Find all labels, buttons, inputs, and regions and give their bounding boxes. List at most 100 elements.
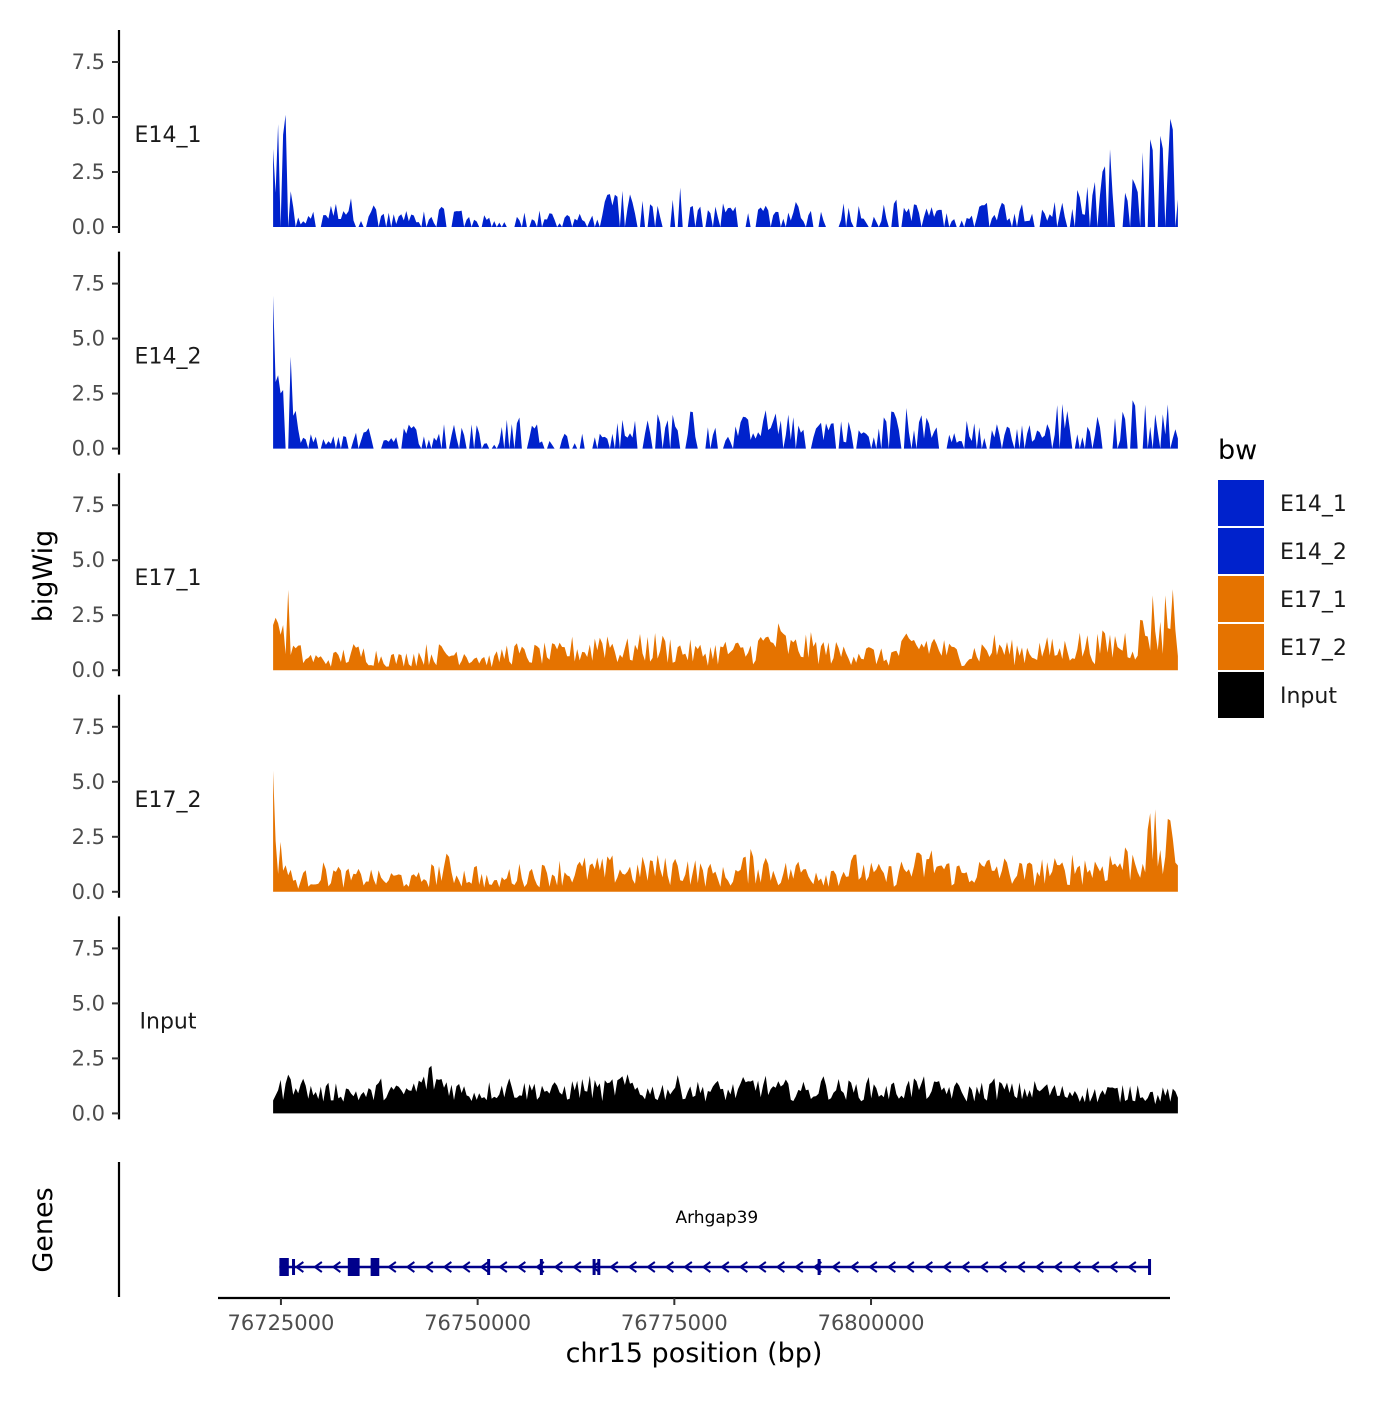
legend: bw E14_1 E14_2 E17_1 E17_2 Input bbox=[1218, 435, 1347, 718]
gene-model bbox=[279, 1258, 1152, 1276]
gene-exon-small bbox=[597, 1259, 601, 1275]
x-ticks: 76725000 76750000 76775000 76800000 bbox=[227, 1298, 924, 1335]
track-label: E17_2 bbox=[135, 788, 202, 813]
gene-exon bbox=[279, 1258, 289, 1276]
coverage-area-e14-2 bbox=[273, 295, 1178, 449]
strand-arrow bbox=[405, 1261, 415, 1273]
legend-label: E17_2 bbox=[1280, 636, 1347, 661]
y-tick-label: 0.0 bbox=[72, 658, 105, 682]
strand-arrow bbox=[849, 1261, 859, 1273]
strand-arrow bbox=[627, 1261, 637, 1273]
strand-arrow bbox=[1108, 1261, 1118, 1273]
y-tick-label: 2.5 bbox=[72, 382, 105, 406]
x-axis-title: chr15 position (bp) bbox=[566, 1338, 823, 1369]
strand-arrow bbox=[683, 1261, 693, 1273]
legend-item-e17-2: E17_2 bbox=[1218, 624, 1347, 670]
x-tick-label: 76775000 bbox=[621, 1311, 728, 1335]
strand-arrow bbox=[1090, 1261, 1100, 1273]
gene-exon-small bbox=[1148, 1259, 1152, 1275]
strand-arrow bbox=[294, 1261, 304, 1273]
strand-arrow bbox=[1016, 1261, 1026, 1273]
y-tick-label: 7.5 bbox=[72, 936, 105, 960]
legend-label: E14_2 bbox=[1280, 540, 1347, 565]
y-tick-label: 7.5 bbox=[72, 272, 105, 296]
genes-axis-title: Genes bbox=[28, 1187, 59, 1272]
strand-arrow bbox=[831, 1261, 841, 1273]
strand-arrow bbox=[553, 1261, 563, 1273]
track-label: E14_2 bbox=[135, 345, 202, 370]
strand-arrow bbox=[331, 1261, 341, 1273]
legend-item-input: Input bbox=[1218, 672, 1337, 718]
y-tick-label: 0.0 bbox=[72, 437, 105, 461]
y-axis-title: bigWig bbox=[28, 530, 59, 623]
strand-arrow bbox=[701, 1261, 711, 1273]
strand-arrow bbox=[757, 1261, 767, 1273]
legend-swatch bbox=[1218, 576, 1264, 622]
y-tick-label: 5.0 bbox=[72, 770, 105, 794]
strand-arrow bbox=[886, 1261, 896, 1273]
strand-arrow bbox=[960, 1261, 970, 1273]
legend-item-e14-2: E14_2 bbox=[1218, 528, 1347, 574]
strand-arrow bbox=[923, 1261, 933, 1273]
y-tick-label: 5.0 bbox=[72, 548, 105, 572]
track-e17-1: 0.0 2.5 5.0 7.5 E17_1 bbox=[72, 473, 1178, 682]
y-tick-label: 2.5 bbox=[72, 1046, 105, 1070]
gene-exon-small bbox=[539, 1259, 543, 1275]
track-e14-2: 0.0 2.5 5.0 7.5 E14_2 bbox=[72, 251, 1178, 461]
coverage-area-input bbox=[273, 1065, 1178, 1114]
coverage-area-e17-2 bbox=[273, 770, 1178, 892]
strand-arrow bbox=[664, 1261, 674, 1273]
strand-arrow bbox=[1053, 1261, 1063, 1273]
coverage-area-e14-1 bbox=[273, 114, 1178, 227]
strand-arrow bbox=[442, 1261, 452, 1273]
strand-arrow bbox=[498, 1261, 508, 1273]
strand-arrow bbox=[979, 1261, 989, 1273]
y-tick-label: 2.5 bbox=[72, 825, 105, 849]
coverage-tracks: 0.0 2.5 5.0 7.5 E14_1 0.0 2.5 5.0 7.5 E14_2 0.0 2.5… bbox=[72, 30, 1178, 1125]
gene-name-label: Arhgap39 bbox=[675, 1208, 758, 1228]
gene-exon-small bbox=[592, 1259, 596, 1275]
y-tick-label: 5.0 bbox=[72, 105, 105, 129]
x-tick-label: 76725000 bbox=[227, 1311, 334, 1335]
track-label: E14_1 bbox=[135, 123, 202, 148]
gene-exon bbox=[370, 1258, 380, 1276]
legend-label: E17_1 bbox=[1280, 588, 1347, 613]
strand-arrow bbox=[479, 1261, 489, 1273]
strand-arrow bbox=[942, 1261, 952, 1273]
y-tick-label: 7.5 bbox=[72, 50, 105, 74]
y-tick-label: 0.0 bbox=[72, 880, 105, 904]
gene-exon-small bbox=[292, 1259, 296, 1275]
coverage-area-e17-1 bbox=[273, 589, 1178, 671]
x-tick-label: 76800000 bbox=[818, 1311, 925, 1335]
gene-exon-small bbox=[817, 1259, 821, 1275]
y-tick-label: 5.0 bbox=[72, 327, 105, 351]
strand-arrow bbox=[516, 1261, 526, 1273]
legend-swatch bbox=[1218, 624, 1264, 670]
strand-arrow bbox=[775, 1261, 785, 1273]
y-tick-label: 7.5 bbox=[72, 715, 105, 739]
track-label: E17_1 bbox=[135, 566, 202, 591]
y-tick-label: 0.0 bbox=[72, 215, 105, 239]
y-tick-label: 7.5 bbox=[72, 493, 105, 517]
strand-arrow bbox=[1034, 1261, 1044, 1273]
strand-arrow bbox=[868, 1261, 878, 1273]
strand-arrow bbox=[794, 1261, 804, 1273]
strand-arrow bbox=[313, 1261, 323, 1273]
genes-panel: Genes Arhgap39 bbox=[28, 1162, 1152, 1297]
y-tick-label: 2.5 bbox=[72, 603, 105, 627]
y-tick-label: 0.0 bbox=[72, 1101, 105, 1125]
strand-arrow bbox=[1127, 1261, 1137, 1273]
y-tick-label: 2.5 bbox=[72, 160, 105, 184]
gene-exon-small bbox=[487, 1259, 491, 1275]
strand-arrow bbox=[461, 1261, 471, 1273]
strand-arrow bbox=[609, 1261, 619, 1273]
strand-arrow bbox=[720, 1261, 730, 1273]
legend-label: Input bbox=[1280, 684, 1337, 709]
track-label: Input bbox=[140, 1009, 197, 1034]
legend-item-e14-1: E14_1 bbox=[1218, 480, 1347, 526]
track-e17-2: 0.0 2.5 5.0 7.5 E17_2 bbox=[72, 694, 1178, 904]
strand-arrow bbox=[997, 1261, 1007, 1273]
legend-swatch bbox=[1218, 480, 1264, 526]
